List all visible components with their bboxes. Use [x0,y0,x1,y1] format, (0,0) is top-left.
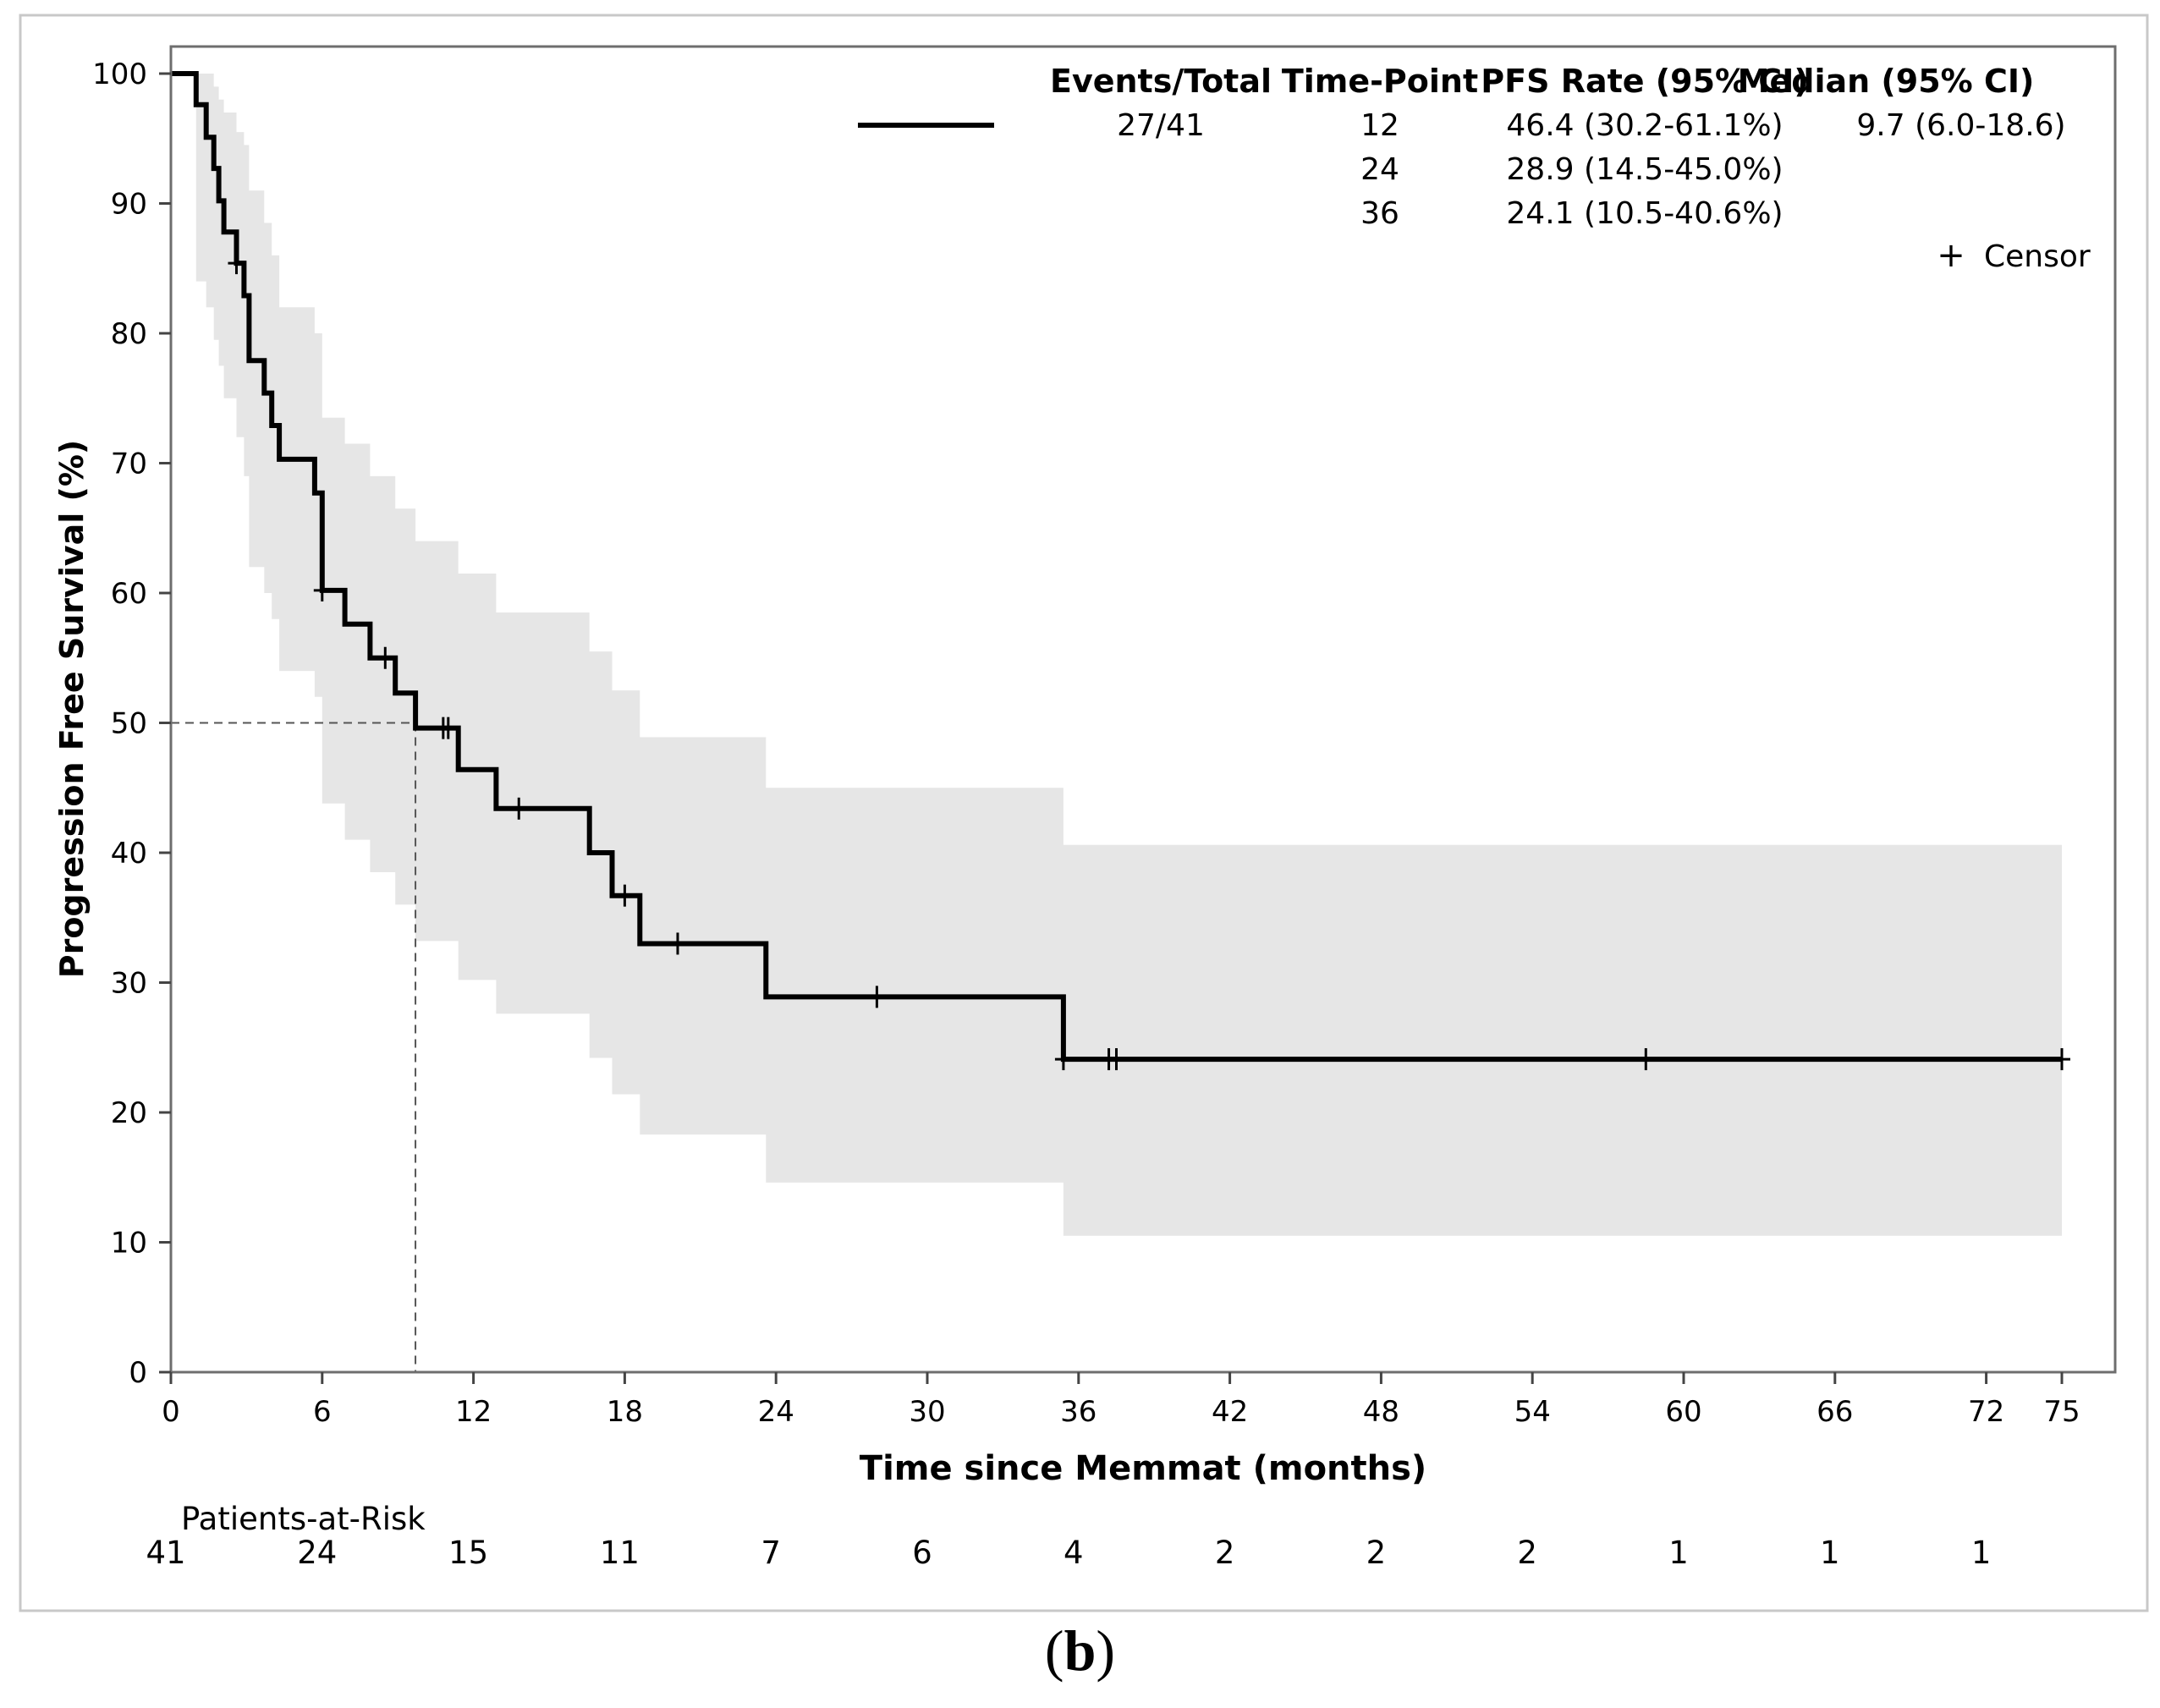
censor-mark [510,797,528,820]
legend-censor-symbol: + [1937,236,1965,275]
survival-curve [171,71,2062,1063]
x-tick-label: 30 [909,1395,945,1429]
censor-mark [228,252,245,275]
risk-count: 2 [1366,1535,1387,1571]
legend-row-2-timepoint: 24 [1360,152,1399,187]
y-tick-label: 90 [111,188,147,222]
y-tick-label: 20 [111,1096,147,1130]
plot-area-frame [169,45,2117,1374]
y-tick-label: 40 [111,837,147,870]
x-tick-label: 12 [455,1395,492,1429]
censor-mark [2053,1048,2070,1071]
x-tick-label: 6 [313,1395,332,1429]
risk-count: 1 [1820,1535,1840,1571]
y-tick-label: 70 [111,448,147,481]
y-tick-label: 0 [129,1356,147,1390]
legend-row-3-timepoint: 36 [1360,196,1399,231]
y-tick-label: 30 [111,967,147,1001]
y-axis-label: Progression Free Survival (%) [53,440,91,979]
x-axis: 0 6 12 18 24 30 36 42 48 54 60 66 72 75 [162,1372,2080,1429]
risk-count: 2 [1517,1535,1537,1571]
risk-count: 6 [912,1535,932,1571]
censor-mark [376,646,394,669]
censor-mark [1637,1048,1655,1071]
legend-header-pfs-rate: PFS Rate (95% CI) [1481,63,1808,100]
y-tick-label: 80 [111,317,147,351]
y-tick-label: 100 [92,58,147,91]
y-axis: 0 10 20 30 40 50 60 70 80 90 100 [92,58,171,1390]
risk-count: 4 [1064,1535,1084,1571]
censor-mark [439,717,457,739]
survival-curve-layer [171,71,2062,1063]
x-tick-label: 42 [1212,1395,1248,1429]
legend: Events/Total Time-Point PFS Rate (95% CI… [858,63,2091,275]
legend-row-1-pfs-rate: 46.4 (30.2-61.1%) [1506,108,1783,143]
x-axis-label: Time since Memmat (months) [860,1449,1426,1488]
x-tick-label: 0 [162,1395,180,1429]
legend-header-events: Events/Total [1050,63,1272,100]
x-tick-label: 72 [1968,1395,2004,1429]
legend-row-3-pfs-rate: 24.1 (10.5-40.6%) [1506,196,1783,231]
figure-caption: (b) [0,1617,2160,1684]
legend-row-1-timepoint: 12 [1360,108,1399,143]
censor-mark [1107,1048,1125,1071]
risk-table-counts: 41 24 15 11 7 6 4 2 2 2 1 1 1 [146,1535,1991,1571]
x-tick-label: 54 [1514,1395,1551,1429]
x-tick-label: 75 [2043,1395,2080,1429]
x-tick-label: 60 [1665,1395,1701,1429]
y-tick-label: 50 [111,707,147,741]
legend-row-2-pfs-rate: 28.9 (14.5-45.0%) [1506,152,1783,187]
risk-count: 1 [1971,1535,1992,1571]
risk-table-title: Patients-at-Risk [181,1501,426,1537]
x-tick-label: 24 [758,1395,794,1429]
legend-censor-label: Censor [1984,239,2091,274]
caption-close-paren: ) [1096,1618,1116,1683]
legend-header-timepoint: Time-Point [1282,63,1478,100]
risk-count: 15 [448,1535,488,1571]
censor-mark [668,932,686,955]
y-tick-label: 10 [111,1227,147,1260]
censor-mark [616,884,634,907]
caption-open-paren: ( [1044,1618,1064,1683]
x-tick-label: 48 [1363,1395,1399,1429]
censor-mark [313,579,331,601]
legend-events-total: 27/41 [1117,108,1205,143]
censor-marks-layer [228,252,2070,1071]
risk-count: 7 [761,1535,781,1571]
legend-header-median: Median (95% CI) [1738,63,2035,100]
y-tick-label: 60 [111,577,147,611]
risk-count: 41 [146,1535,185,1571]
x-tick-label: 36 [1060,1395,1096,1429]
risk-count: 11 [600,1535,640,1571]
legend-row-1-median: 9.7 (6.0-18.6) [1856,108,2065,143]
censor-mark [1054,1048,1072,1071]
caption-letter: b [1064,1618,1096,1683]
x-tick-label: 18 [607,1395,643,1429]
risk-count: 2 [1215,1535,1235,1571]
median-reference-layer [171,722,417,1372]
risk-count: 1 [1668,1535,1689,1571]
risk-count: 24 [297,1535,337,1571]
censor-mark [868,986,886,1008]
x-tick-label: 66 [1816,1395,1853,1429]
